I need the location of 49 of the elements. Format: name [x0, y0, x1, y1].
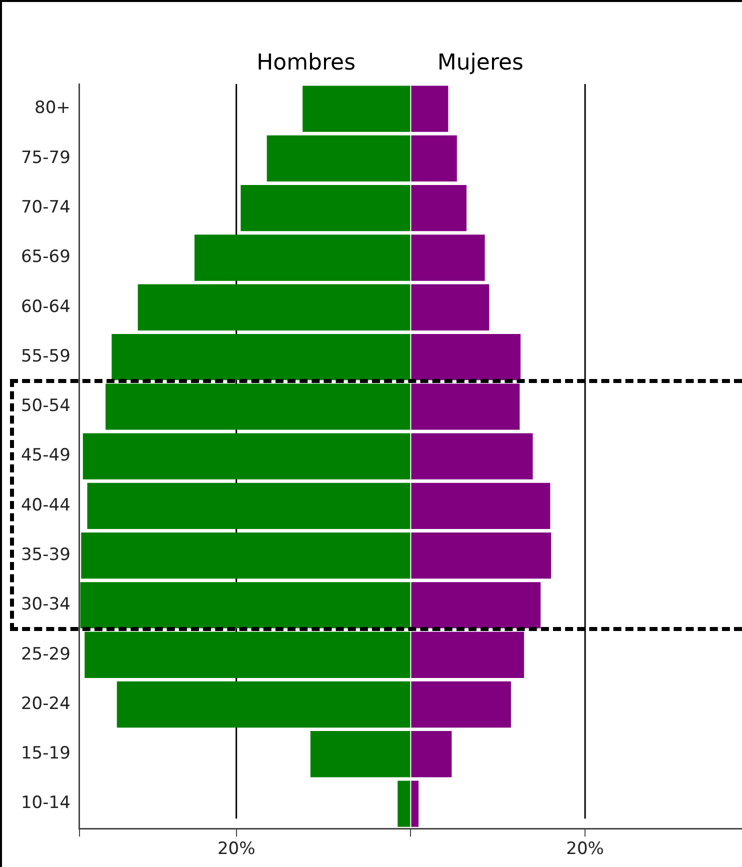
bar [82, 433, 410, 480]
y-tick-label: 40-44 [20, 495, 70, 516]
bar [411, 384, 520, 430]
y-tick-label: 75-79 [20, 148, 70, 168]
y-tick-label: 30-34 [20, 594, 70, 615]
bar [194, 234, 410, 281]
bar [398, 780, 410, 827]
y-tick-label: 10-14 [20, 793, 70, 814]
y-tick-label: 20-24 [20, 694, 70, 714]
bar [106, 384, 410, 430]
bar [411, 135, 457, 182]
y-tick-label: 45-49 [20, 446, 70, 466]
y-tick-label: 15-19 [20, 744, 70, 764]
y-tick-label: 35-39 [20, 545, 70, 565]
y-tick-label: 25-29 [20, 644, 70, 664]
bar [240, 185, 410, 232]
bar [411, 681, 511, 728]
bar [266, 135, 410, 182]
bar [411, 482, 550, 530]
bar [411, 582, 541, 628]
bar [116, 681, 410, 728]
x-tick-label: 20% [217, 839, 256, 860]
bar [411, 433, 533, 480]
y-tick-label: 55-59 [20, 346, 70, 366]
bar [411, 731, 452, 778]
bar [411, 334, 521, 380]
y-tick-label: 70-74 [20, 198, 70, 218]
bar [411, 780, 419, 827]
bar [411, 234, 485, 281]
bar [411, 284, 490, 330]
bar [80, 582, 410, 628]
bar [138, 284, 410, 330]
bar [411, 86, 448, 132]
y-tick-label: 60-64 [20, 296, 70, 317]
bar [87, 482, 410, 530]
bar [81, 532, 410, 579]
y-tick-label: 80+ [34, 98, 70, 118]
x-tick-label: 20% [566, 839, 604, 860]
y-tick-label: 65-69 [20, 247, 70, 268]
series-label: Hombres [256, 50, 356, 76]
bar [411, 632, 524, 678]
series-label: Mujeres [437, 50, 524, 76]
bar [411, 532, 552, 579]
bar [112, 334, 410, 380]
bar [411, 185, 466, 232]
bar [302, 86, 410, 132]
bar [84, 632, 410, 678]
bar [310, 731, 410, 778]
y-tick-label: 50-54 [20, 396, 70, 416]
